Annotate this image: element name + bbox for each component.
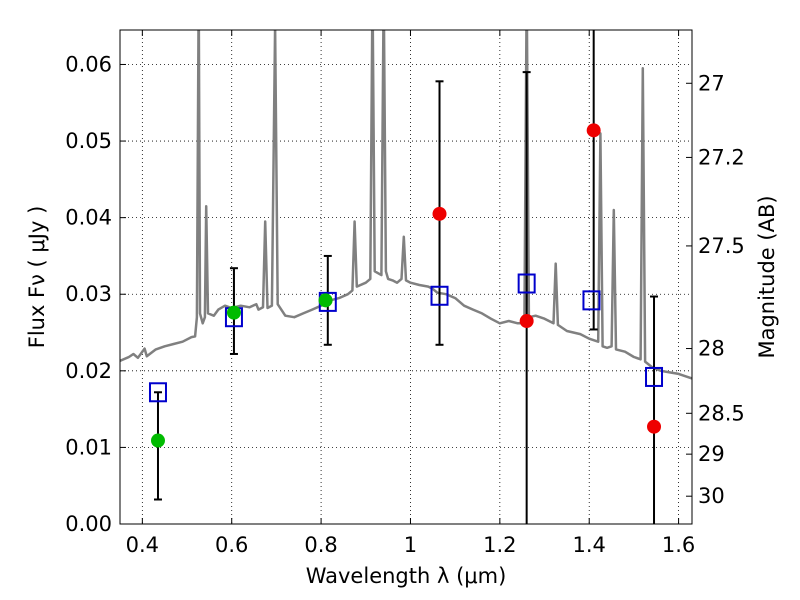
sed-model-line (120, 30, 692, 380)
right-tick-label: 28 (698, 337, 725, 361)
y-axis-left: 0.00 0.01 0.02 0.03 0.04 0.05 0.06 (65, 52, 126, 536)
y-axis-right-label-text: Magnitude (AB) (755, 195, 779, 358)
right-tick-label: 27.5 (698, 234, 745, 258)
x-axis: 0.4 0.6 0.8 1 1.2 1.4 1.6 (126, 30, 695, 557)
upper-limit-point (519, 314, 534, 329)
y-tick-label: 0.00 (65, 512, 112, 536)
y-axis-right-label: Magnitude (AB) (755, 195, 779, 358)
y-axis-label-text: Flux Fν ( μJy ) (25, 206, 49, 349)
detection-point (226, 305, 241, 320)
y-tick-label: 0.01 (65, 435, 112, 459)
x-axis-label: Wavelength λ (μm) (306, 564, 507, 588)
model-photometry-square (645, 366, 664, 387)
y-axis-label: Flux Fν ( μJy ) (25, 206, 49, 349)
y-tick-label: 0.06 (65, 52, 112, 76)
x-tick-label: 1.4 (573, 533, 606, 557)
right-tick-label: 28.5 (698, 401, 745, 425)
model-photometry-square (148, 382, 167, 403)
detection-point (318, 293, 333, 308)
x-tick-label: 0.8 (304, 533, 337, 557)
x-tick-label: 0.6 (215, 533, 248, 557)
x-tick-label: 1.2 (483, 533, 516, 557)
detection-point (150, 433, 165, 448)
model-photometry-square (430, 285, 449, 306)
upper-limit-point (647, 419, 662, 434)
y-tick-label: 0.02 (65, 359, 112, 383)
model-photometry-square (582, 290, 601, 311)
upper-limit-point (586, 123, 601, 138)
right-tick-label: 27.2 (698, 145, 745, 169)
y-tick-label: 0.04 (65, 206, 112, 230)
x-tick-label: 1 (404, 533, 417, 557)
right-tick-label: 29 (698, 442, 725, 466)
y-tick-label: 0.05 (65, 129, 112, 153)
plot-frame (119, 29, 693, 525)
plot-area (120, 30, 692, 524)
x-tick-label: 0.4 (126, 533, 159, 557)
upper-limit-point (432, 206, 447, 221)
model-photometry-square (517, 273, 536, 294)
x-tick-label: 1.6 (662, 533, 695, 557)
right-tick-label: 27 (698, 71, 725, 95)
right-tick-label: 30 (698, 484, 725, 508)
x-axis-label-text: Wavelength λ (μm) (306, 564, 507, 588)
y-tick-label: 0.03 (65, 282, 112, 306)
y-axis-right: 27 27.2 27.5 28 28.5 29 30 (686, 71, 745, 508)
